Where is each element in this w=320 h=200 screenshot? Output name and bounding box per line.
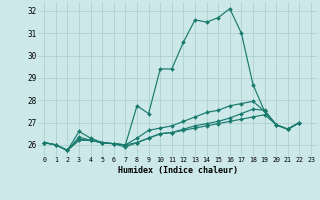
X-axis label: Humidex (Indice chaleur): Humidex (Indice chaleur) [118,166,238,175]
